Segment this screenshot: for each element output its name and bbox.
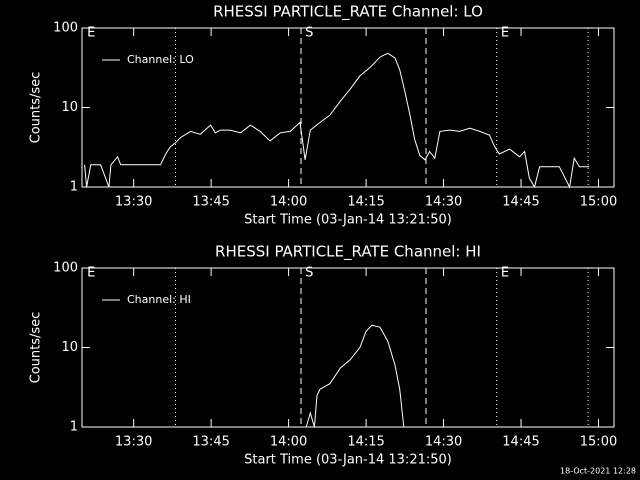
marker-label: S [305,26,313,41]
footer-timestamp: 18-Oct-2021 12:28 [560,467,636,476]
y-tick-label: 100 [53,261,78,276]
y-tick-label: 100 [53,21,78,36]
y-tick-label: 1 [70,420,78,435]
x-tick-label: 15:00 [580,435,617,450]
x-axis-label: Start Time (03-Jan-14 13:21:50) [244,453,452,468]
y-axis-label: Counts/sec [29,312,44,384]
marker-label: E [501,266,509,281]
x-tick-label: 13:30 [115,195,152,210]
x-tick-label: 14:00 [270,195,307,210]
panel: RHESSI PARTICLE_RATE Channel: LO 1 10 100 13… [29,3,618,228]
y-axis-label: Counts/sec [29,72,44,144]
y-tick-label: 10 [61,100,78,115]
plot-frame [81,267,615,428]
legend-label: Channel: LO [127,53,194,66]
legend-label: Channel: HI [127,293,191,306]
x-tick-label: 13:30 [115,435,152,450]
x-tick-label: 14:15 [347,195,384,210]
chart-title: RHESSI PARTICLE_RATE Channel: HI [215,243,481,262]
panel: RHESSI PARTICLE_RATE Channel: HI 1 10 100 13… [29,243,618,468]
y-tick-label: 10 [61,340,78,355]
x-axis-label: Start Time (03-Jan-14 13:21:50) [244,213,452,228]
x-tick-label: 14:45 [502,435,539,450]
x-tick-label: 14:30 [425,195,462,210]
x-tick-label: 14:30 [425,435,462,450]
x-tick-label: 14:15 [347,435,384,450]
x-tick-label: 14:00 [270,435,307,450]
x-tick-label: 15:00 [580,195,617,210]
series-line [84,52,590,189]
x-tick-label: 13:45 [192,435,229,450]
marker-label: E [87,266,95,281]
marker-label: E [501,26,509,41]
marker-label: S [305,266,313,281]
series-line [305,324,405,428]
x-tick-label: 13:45 [192,195,229,210]
x-tick-label: 14:45 [502,195,539,210]
marker-label: E [87,26,95,41]
y-tick-label: 1 [70,180,78,195]
chart-title: RHESSI PARTICLE_RATE Channel: LO [213,3,483,22]
